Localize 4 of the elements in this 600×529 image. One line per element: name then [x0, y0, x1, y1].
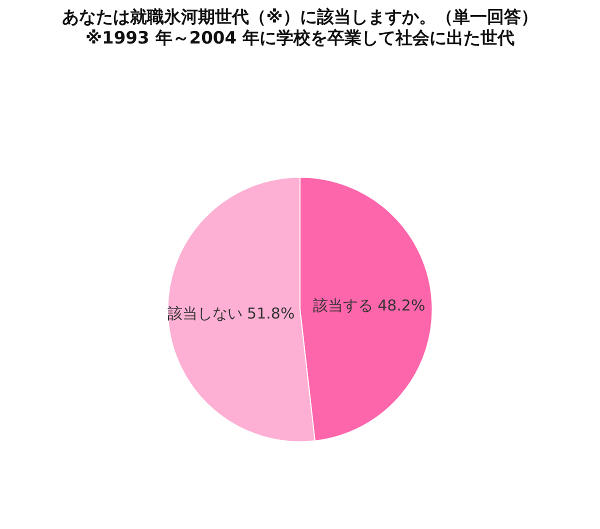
chart-subtitle: ※1993 年～2004 年に学校を卒業して社会に出た世代: [86, 28, 514, 48]
slice-label: 該当する 48.2%: [312, 296, 426, 315]
chart-title: あなたは就職氷河期世代（※）に該当しますか。（単一回答）: [62, 8, 538, 28]
slice-label: 該当しない 51.8%: [167, 304, 295, 322]
